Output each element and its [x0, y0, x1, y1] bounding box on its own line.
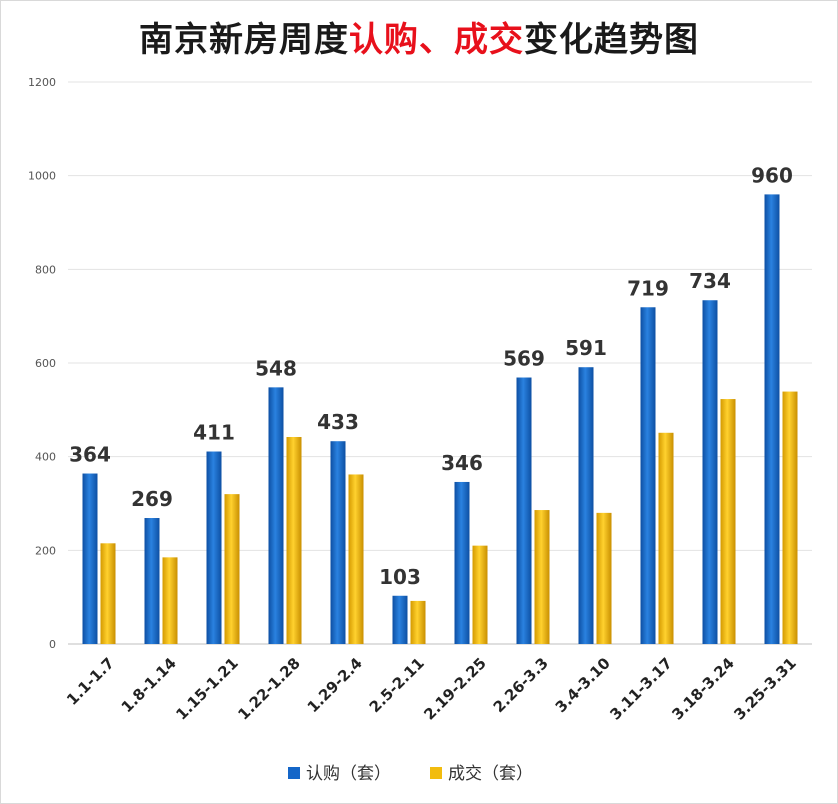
bar-transaction	[782, 391, 798, 644]
data-label: 734	[689, 269, 731, 293]
title-part-highlight: 认购、成交	[349, 20, 524, 60]
y-axis: 0 200 400 600 800 1000 1200	[28, 76, 56, 651]
y-tick-label: 1000	[28, 170, 56, 183]
bar-subscription	[454, 481, 470, 644]
x-tick-label: 1.15-1.21	[172, 654, 241, 723]
data-label: 103	[379, 565, 421, 589]
data-labels: 364 269 411 548 433 103 346 569 591 719 734 960	[69, 163, 793, 588]
x-axis: 1.1-1.7 1.8-1.141.15-1.211.22-1.28 1.29-2.…	[63, 654, 800, 723]
bar-transaction	[410, 600, 426, 644]
legend-label: 成交（套）	[448, 764, 533, 784]
y-tick-label: 400	[35, 451, 56, 464]
bar-transaction	[348, 474, 364, 644]
data-label: 591	[565, 336, 607, 360]
legend-label: 认购（套）	[306, 764, 391, 784]
grid-lines	[68, 81, 812, 645]
x-tick-label: 1.1-1.7	[63, 654, 118, 709]
x-tick-label: 3.18-3.24	[668, 654, 737, 723]
bar-subscription	[764, 194, 780, 644]
legend-swatch	[430, 767, 442, 779]
bar-subscription	[578, 367, 594, 644]
bar-transaction	[720, 399, 736, 644]
bar-transaction	[162, 557, 178, 644]
data-label: 269	[131, 487, 173, 511]
bar-subscription	[330, 441, 346, 644]
legend: 认购（套） 成交（套）	[288, 764, 533, 784]
bar-subscription	[702, 300, 718, 644]
y-tick-label: 800	[35, 263, 56, 276]
bar-transaction	[658, 432, 674, 644]
x-tick-label: 1.22-1.28	[234, 654, 303, 723]
bar-transaction	[286, 436, 302, 644]
x-tick-label: 3.25-3.31	[730, 654, 799, 723]
x-tick-label: 3.4-3.10	[552, 654, 614, 716]
x-tick-label: 2.19-2.25	[420, 654, 489, 723]
bars	[82, 194, 798, 644]
title-part-3: 变化趋势图	[524, 20, 699, 60]
title-part-1: 南京新房周度	[139, 20, 349, 60]
x-tick-label: 1.29-2.4	[304, 654, 366, 716]
data-label: 364	[69, 443, 111, 467]
bar-subscription	[640, 307, 656, 644]
bar-subscription	[516, 377, 532, 644]
y-tick-label: 1200	[28, 76, 56, 89]
bar-subscription	[392, 595, 408, 644]
y-tick-label: 200	[35, 544, 56, 557]
x-tick-label: 3.11-3.17	[606, 654, 675, 723]
bar-transaction	[596, 512, 612, 644]
y-tick-label: 0	[49, 638, 56, 651]
chart-title: 南京新房周度认购、成交变化趋势图	[0, 12, 838, 61]
x-tick-label: 1.8-1.14	[118, 654, 180, 716]
bar-transaction	[224, 494, 240, 644]
data-label: 346	[441, 451, 483, 475]
bar-subscription	[268, 387, 284, 644]
bar-transaction	[472, 545, 488, 644]
legend-swatch	[288, 767, 300, 779]
data-label: 569	[503, 347, 545, 371]
bar-subscription	[206, 451, 222, 644]
data-label: 960	[751, 163, 793, 187]
bar-transaction	[100, 543, 116, 644]
data-label: 433	[317, 410, 359, 434]
bar-transaction	[534, 510, 550, 644]
data-label: 719	[627, 276, 669, 300]
data-label: 548	[255, 356, 297, 380]
x-tick-label: 2.5-2.11	[366, 654, 428, 716]
bar-subscription	[144, 518, 160, 644]
y-tick-label: 600	[35, 357, 56, 370]
data-label: 411	[193, 421, 235, 445]
x-tick-label: 2.26-3.3	[490, 654, 552, 716]
bar-subscription	[82, 473, 98, 644]
